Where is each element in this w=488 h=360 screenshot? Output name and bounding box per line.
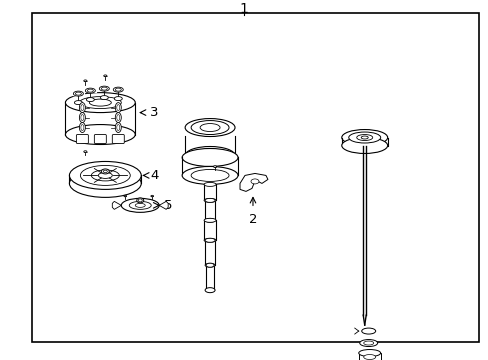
Ellipse shape: [203, 198, 216, 202]
Ellipse shape: [83, 80, 87, 82]
Ellipse shape: [85, 88, 95, 93]
Ellipse shape: [361, 328, 375, 334]
Ellipse shape: [79, 122, 85, 132]
Ellipse shape: [69, 170, 141, 197]
Ellipse shape: [204, 263, 215, 267]
Ellipse shape: [185, 118, 235, 136]
Ellipse shape: [87, 89, 93, 92]
Ellipse shape: [205, 288, 214, 292]
Ellipse shape: [129, 201, 151, 210]
Ellipse shape: [358, 350, 380, 356]
Ellipse shape: [191, 170, 228, 181]
Ellipse shape: [98, 172, 112, 179]
Ellipse shape: [191, 121, 228, 135]
Ellipse shape: [185, 147, 235, 165]
Ellipse shape: [123, 195, 126, 197]
Ellipse shape: [203, 218, 216, 222]
Ellipse shape: [115, 103, 121, 113]
Text: 2: 2: [248, 213, 257, 226]
Bar: [358, 353, 380, 360]
Ellipse shape: [115, 88, 121, 91]
Ellipse shape: [115, 122, 121, 132]
Ellipse shape: [117, 125, 120, 131]
Ellipse shape: [361, 136, 367, 139]
Ellipse shape: [86, 98, 94, 102]
Ellipse shape: [113, 87, 123, 92]
Ellipse shape: [182, 148, 238, 166]
Ellipse shape: [137, 198, 143, 203]
Ellipse shape: [79, 96, 121, 109]
Ellipse shape: [75, 92, 81, 95]
Polygon shape: [112, 201, 121, 210]
FancyBboxPatch shape: [112, 135, 124, 144]
Ellipse shape: [65, 93, 135, 113]
Ellipse shape: [91, 170, 119, 181]
Ellipse shape: [203, 238, 216, 242]
Ellipse shape: [81, 114, 84, 121]
Ellipse shape: [79, 103, 85, 113]
Ellipse shape: [204, 218, 215, 222]
Ellipse shape: [103, 75, 107, 77]
Ellipse shape: [348, 132, 380, 143]
Ellipse shape: [356, 135, 372, 140]
Polygon shape: [159, 201, 168, 210]
Ellipse shape: [83, 151, 87, 153]
Ellipse shape: [99, 86, 109, 91]
Text: 3: 3: [150, 106, 159, 119]
Ellipse shape: [204, 238, 215, 242]
Ellipse shape: [115, 113, 121, 122]
Ellipse shape: [213, 166, 216, 167]
Ellipse shape: [204, 288, 215, 293]
Ellipse shape: [205, 263, 214, 267]
Ellipse shape: [81, 125, 84, 131]
Ellipse shape: [204, 198, 215, 202]
Ellipse shape: [359, 339, 377, 347]
Text: 4: 4: [150, 169, 158, 182]
Ellipse shape: [69, 162, 141, 189]
Ellipse shape: [135, 203, 145, 207]
Ellipse shape: [363, 355, 375, 360]
FancyBboxPatch shape: [94, 135, 106, 144]
Ellipse shape: [341, 130, 387, 145]
Ellipse shape: [200, 123, 220, 131]
Ellipse shape: [250, 179, 259, 184]
FancyBboxPatch shape: [76, 135, 88, 144]
Ellipse shape: [182, 166, 238, 184]
Ellipse shape: [100, 96, 108, 100]
Ellipse shape: [117, 105, 120, 111]
Text: 1: 1: [239, 2, 248, 16]
Ellipse shape: [89, 99, 111, 106]
Ellipse shape: [101, 169, 109, 174]
Ellipse shape: [121, 198, 159, 212]
Polygon shape: [240, 174, 267, 192]
Ellipse shape: [103, 170, 107, 173]
Ellipse shape: [151, 195, 153, 197]
Ellipse shape: [81, 105, 84, 111]
Ellipse shape: [74, 100, 82, 105]
Ellipse shape: [101, 87, 107, 90]
Ellipse shape: [117, 114, 120, 121]
Ellipse shape: [341, 138, 387, 153]
Ellipse shape: [138, 199, 142, 202]
Ellipse shape: [203, 183, 216, 186]
Ellipse shape: [79, 113, 85, 122]
Ellipse shape: [114, 96, 122, 100]
Ellipse shape: [80, 166, 130, 185]
Ellipse shape: [65, 125, 135, 144]
Ellipse shape: [73, 91, 83, 96]
Ellipse shape: [363, 341, 373, 345]
Text: 5: 5: [164, 199, 172, 212]
